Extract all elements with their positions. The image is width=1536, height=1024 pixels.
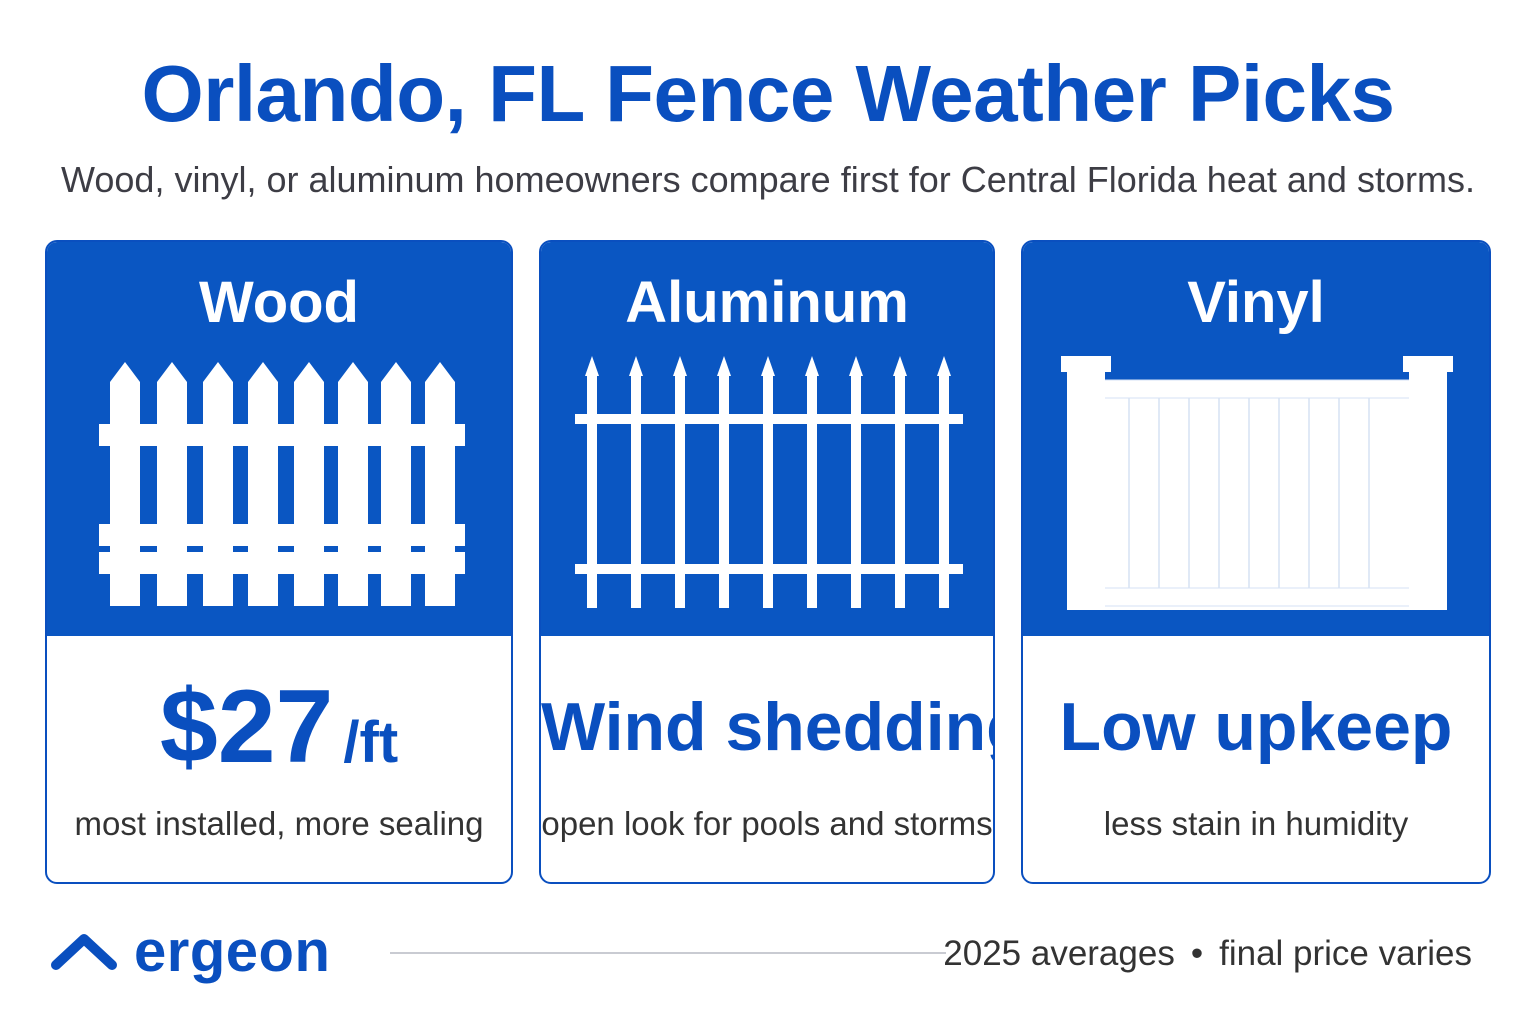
page-title: Orlando, FL Fence Weather Picks <box>141 49 1395 138</box>
card-aluminum: Aluminum Wind shedding open look f <box>539 240 995 884</box>
card-vinyl-header: Vinyl <box>1023 242 1489 636</box>
card-vinyl-headline: Low upkeep <box>1059 689 1453 765</box>
card-wood-headline: $27/ft <box>47 675 511 788</box>
page-subtitle: Wood, vinyl, or aluminum homeowners comp… <box>61 159 1475 200</box>
card-aluminum-note: open look for pools and storms <box>541 805 993 842</box>
card-wood-price-unit: /ft <box>343 710 399 775</box>
footer-divider <box>390 952 946 954</box>
card-aluminum-headline: Wind shedding <box>541 689 995 765</box>
picket-fence-icon <box>99 524 465 546</box>
privacy-fence-icon <box>1061 356 1453 610</box>
picket-fence-pickets-icon <box>99 362 465 606</box>
brand-logo: ergeon <box>50 916 330 986</box>
brand-name: ergeon <box>134 918 331 984</box>
footer-note-price: final price varies <box>1219 934 1472 973</box>
footer-separator: • <box>1190 934 1204 973</box>
card-wood-price: $27 <box>159 669 334 785</box>
spear-top-fence-icon <box>575 356 963 608</box>
card-wood-header: Wood <box>47 242 511 636</box>
card-aluminum-header: Aluminum <box>541 242 993 636</box>
card-vinyl-note: less stain in humidity <box>1103 805 1409 842</box>
card-aluminum-name: Aluminum <box>625 270 909 335</box>
card-wood-note: most installed, more sealing <box>74 805 484 842</box>
footer-note: 2025 averages • final price varies <box>943 932 1472 976</box>
card-wood-name: Wood <box>199 270 359 335</box>
card-vinyl-name: Vinyl <box>1187 270 1325 335</box>
card-wood: Wood $27/ft m <box>45 240 513 884</box>
roof-chevron-icon <box>51 934 117 970</box>
card-vinyl: Vinyl <box>1021 240 1491 884</box>
footer-note-averages: 2025 averages <box>943 934 1175 973</box>
